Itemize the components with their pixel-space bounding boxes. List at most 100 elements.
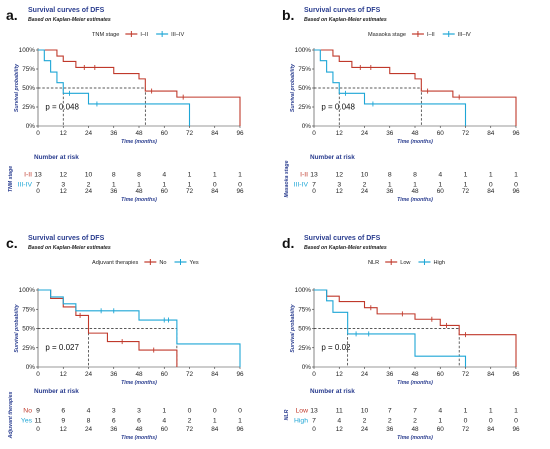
risk-x-tick-label: 96 [236,188,244,195]
risk-count: 10 [361,171,369,178]
risk-count: 11 [34,417,41,424]
x-tick-label: 24 [361,130,369,137]
km-panel-2: b. Survival curves of DFS Based on Kaplan-… [282,7,520,203]
x-tick-label: 0 [36,130,40,137]
risk-x-tick-label: 48 [135,188,143,195]
risk-count: 3 [337,181,341,188]
x-tick-label: 12 [336,371,344,378]
risk-count: 1 [464,171,468,178]
chart-subtitle: Based on Kaplan-Meier estimates [28,17,111,23]
risk-count: 6 [61,407,65,414]
risk-row-label-2: High [294,417,308,424]
risk-count: 8 [87,417,91,424]
legend-entry-1: I–II [140,32,148,38]
risk-x-tick-label: 84 [487,188,495,195]
legend-entry-1: Low [400,260,411,266]
risk-x-axis-label: Time (months) [397,197,433,203]
risk-x-tick-label: 60 [437,426,445,433]
x-tick-label: 0 [36,371,40,378]
risk-x-tick-label: 72 [462,188,470,195]
chart-title: Survival curves of DFS [304,235,381,242]
chart-title: Survival curves of DFS [304,7,381,14]
risk-x-tick-label: 12 [336,188,344,195]
x-tick-label: 96 [236,130,244,137]
risk-x-tick-label: 48 [411,426,419,433]
x-tick-label: 48 [135,130,143,137]
risk-x-tick-label: 84 [211,188,219,195]
y-tick-label: 0% [26,123,36,130]
risk-x-tick-label: 0 [36,188,40,195]
risk-count: 1 [162,181,166,188]
risk-count: 0 [489,417,493,424]
chart-subtitle: Based on Kaplan-Meier estimates [28,245,111,251]
panel-label: c. [6,235,18,251]
y-tick-label: 0% [302,123,312,130]
risk-y-axis-label: Masaoka stage [284,160,290,197]
risk-count: 1 [213,417,217,424]
km-panel-3: c. Survival curves of DFS Based on Kaplan-… [6,235,244,441]
panel-label: a. [6,7,18,23]
risk-x-tick-label: 96 [236,426,244,433]
risk-x-tick-label: 84 [487,426,495,433]
x-axis-label: Time (months) [121,139,157,145]
km-curve-1 [38,289,178,367]
p-value-label: p = 0.048 [45,102,79,111]
legend-title: TNM stage [92,32,119,38]
risk-count: 1 [213,171,217,178]
risk-count: 4 [162,171,166,178]
risk-x-axis-label: Time (months) [121,197,157,203]
risk-x-tick-label: 24 [361,426,369,433]
p-value-label: p = 0.02 [321,343,351,352]
risk-count: 1 [438,181,442,188]
risk-x-tick-label: 0 [36,426,40,433]
risk-count: 0 [514,181,518,188]
km-curve-1 [314,49,517,126]
x-tick-label: 0 [312,130,316,137]
risk-count: 0 [489,181,493,188]
x-tick-label: 36 [110,371,118,378]
risk-count: 6 [112,417,116,424]
y-tick-label: 100% [295,47,312,54]
risk-count: 11 [336,407,343,414]
risk-x-tick-label: 36 [386,426,394,433]
legend-entry-2: High [433,260,445,266]
risk-y-axis-label: NLR [284,409,290,420]
risk-y-axis-label: TNM stage [8,166,14,192]
risk-count: 1 [238,417,242,424]
x-tick-label: 60 [437,371,445,378]
y-tick-label: 25% [298,104,311,111]
legend: Adjuvant therapies No Yes [92,259,199,266]
y-tick-label: 25% [22,345,35,352]
legend-title: NLR [368,260,379,266]
risk-x-tick-label: 12 [60,188,68,195]
risk-x-tick-label: 12 [336,426,344,433]
risk-count: 1 [489,407,493,414]
y-tick-label: 75% [22,66,35,73]
y-tick-label: 25% [298,345,311,352]
risk-x-tick-label: 36 [110,426,118,433]
x-axis-label: Time (months) [397,139,433,145]
risk-x-tick-label: 36 [386,188,394,195]
risk-count: 3 [112,407,116,414]
x-tick-label: 96 [236,371,244,378]
chart-subtitle: Based on Kaplan-Meier estimates [304,245,387,251]
risk-count: 3 [61,181,65,188]
km-curve-2 [38,289,241,367]
x-tick-label: 72 [186,130,194,137]
risk-row-label-2: Yes [21,417,33,424]
km-curve-1 [314,289,517,367]
risk-count: 8 [137,171,141,178]
risk-count: 1 [514,171,518,178]
legend: Masaoka stage I–II III–IV [368,31,471,38]
p-value-label: p = 0.048 [321,102,355,111]
risk-count: 9 [36,407,40,414]
x-axis-label: Time (months) [121,380,157,386]
risk-count: 9 [61,417,65,424]
risk-count: 1 [438,417,442,424]
km-panel-1: a. Survival curves of DFS Based on Kaplan-… [6,7,244,203]
risk-count: 1 [413,181,417,188]
risk-x-tick-label: 24 [361,188,369,195]
km-panel-4: d. Survival curves of DFS Based on Kaplan-… [282,235,520,441]
chart-title: Survival curves of DFS [28,235,105,242]
